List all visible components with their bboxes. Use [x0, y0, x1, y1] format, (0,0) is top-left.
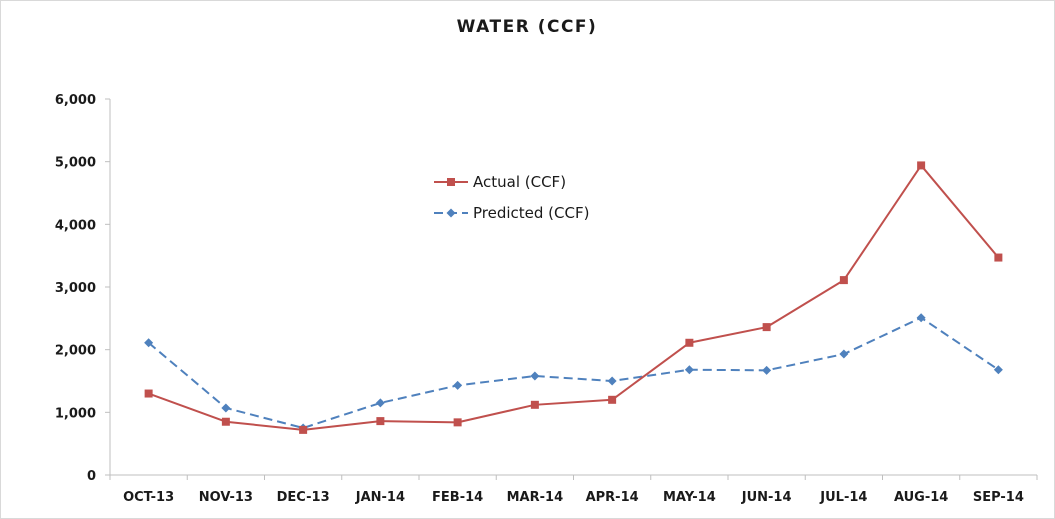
data-point	[607, 376, 617, 386]
chart-title: WATER (CCF)	[457, 17, 598, 37]
data-point	[684, 365, 694, 375]
y-tick-label: 1,000	[55, 406, 96, 421]
x-tick-label: FEB-14	[432, 490, 483, 505]
data-point	[608, 395, 617, 404]
series-layer	[144, 161, 1003, 434]
y-tick-label: 0	[87, 469, 96, 484]
legend-label: Predicted (CCF)	[473, 204, 589, 222]
data-point	[993, 365, 1003, 375]
data-point	[221, 417, 230, 426]
x-tick-label: APR-14	[586, 490, 639, 505]
x-tick-label: MAY-14	[663, 490, 716, 505]
x-tick-label: SEP-14	[973, 490, 1024, 505]
series-line	[147, 316, 999, 429]
y-tick-label: 2,000	[55, 344, 96, 359]
data-point	[762, 323, 771, 332]
series-actual	[144, 161, 1003, 434]
series-line	[148, 164, 1000, 431]
x-tick-label: NOV-13	[199, 490, 253, 505]
data-point	[144, 389, 153, 398]
data-point	[916, 313, 926, 323]
x-tick-label: MAR-14	[507, 490, 564, 505]
data-point	[917, 161, 926, 170]
data-point	[453, 380, 463, 390]
series-predicted	[144, 313, 1003, 433]
x-tick-label: OCT-13	[123, 490, 174, 505]
data-point	[299, 425, 308, 434]
legend-label: Actual (CCF)	[473, 173, 566, 191]
x-tick-label: JUL-14	[819, 490, 867, 505]
y-tick-label: 3,000	[55, 281, 96, 296]
data-point	[994, 253, 1003, 262]
data-point	[530, 371, 540, 381]
data-point	[375, 398, 385, 408]
legend-marker	[447, 178, 455, 186]
legend: Actual (CCF) Predicted (CCF)	[434, 173, 589, 222]
data-point	[530, 400, 539, 409]
axes: 0 1,000 2,000 3,000 4,000 5,000 6,000 OCT-13 NOV…	[55, 93, 1038, 505]
y-tick-label: 5,000	[55, 156, 96, 171]
x-tick-label: JUN-14	[741, 490, 792, 505]
data-point	[839, 276, 848, 285]
data-point	[685, 338, 694, 347]
x-tick-label: AUG-14	[894, 490, 948, 505]
data-point	[144, 338, 154, 348]
legend-entry: Actual (CCF)	[434, 173, 566, 191]
data-point	[376, 417, 385, 426]
x-tick-label: JAN-14	[355, 490, 405, 505]
y-tick-label: 4,000	[55, 218, 96, 233]
legend-marker	[446, 208, 456, 218]
y-tick-label: 6,000	[55, 93, 96, 108]
data-point	[453, 418, 462, 427]
legend-entry: Predicted (CCF)	[434, 204, 589, 222]
x-tick-label: DEC-13	[277, 490, 330, 505]
data-point	[839, 349, 849, 359]
data-point	[221, 403, 231, 413]
data-point	[762, 365, 772, 375]
